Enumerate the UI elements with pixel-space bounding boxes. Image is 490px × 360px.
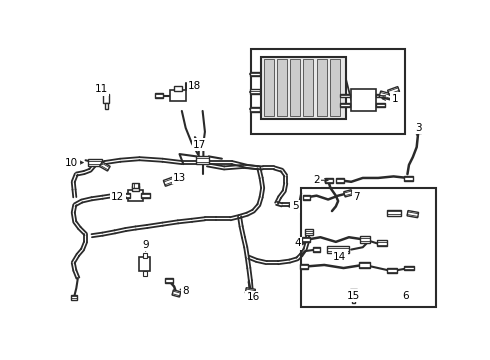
Bar <box>387 210 400 216</box>
Bar <box>99 162 110 171</box>
Text: 4: 4 <box>294 238 301 248</box>
Bar <box>301 188 436 307</box>
Text: 12: 12 <box>111 192 124 202</box>
Text: 17: 17 <box>193 140 206 150</box>
Bar <box>303 194 311 200</box>
Bar <box>249 107 260 112</box>
Bar <box>407 211 418 218</box>
Bar <box>165 278 172 283</box>
Bar <box>376 103 385 107</box>
Bar <box>264 59 274 116</box>
Bar <box>88 159 102 166</box>
Bar <box>245 288 255 294</box>
Bar <box>277 59 287 116</box>
Bar <box>249 89 260 94</box>
Bar <box>352 298 355 303</box>
Bar <box>251 49 405 134</box>
Bar <box>303 59 314 116</box>
Bar <box>360 237 370 243</box>
Text: 6: 6 <box>402 291 409 301</box>
Text: 13: 13 <box>173 173 186 183</box>
Bar <box>341 103 350 107</box>
Text: 16: 16 <box>247 292 260 302</box>
Bar <box>103 94 109 103</box>
Bar <box>249 72 260 76</box>
Text: 14: 14 <box>333 252 346 262</box>
Bar <box>377 240 388 247</box>
Bar <box>140 257 150 271</box>
Bar <box>174 86 182 91</box>
Bar <box>404 266 414 270</box>
Text: 15: 15 <box>347 291 360 301</box>
Text: 1: 1 <box>392 94 398 104</box>
Bar <box>132 186 140 191</box>
Bar <box>404 176 413 181</box>
Bar <box>105 103 108 109</box>
Text: 18: 18 <box>188 81 201 91</box>
Bar <box>302 237 310 242</box>
Bar <box>327 246 349 253</box>
Text: 10: 10 <box>65 158 78 167</box>
Bar <box>387 267 397 273</box>
Bar <box>71 295 77 300</box>
Bar <box>343 190 353 197</box>
Bar <box>155 93 163 98</box>
Bar <box>163 177 174 186</box>
Bar <box>359 262 369 268</box>
Bar <box>376 94 385 98</box>
Bar <box>121 193 130 198</box>
Bar <box>313 247 320 252</box>
Bar <box>291 59 300 116</box>
Text: 3: 3 <box>415 123 421 133</box>
Bar <box>336 177 343 183</box>
Bar <box>305 229 313 235</box>
Text: 5: 5 <box>292 202 298 211</box>
Text: 9: 9 <box>142 240 149 250</box>
Bar <box>330 59 340 116</box>
Bar <box>325 177 333 183</box>
Bar <box>132 183 140 188</box>
Bar <box>317 59 326 116</box>
Bar <box>351 89 376 111</box>
Text: 8: 8 <box>182 286 189 296</box>
Bar <box>261 57 346 119</box>
Bar <box>143 271 147 276</box>
Bar <box>143 253 147 258</box>
Bar <box>141 193 150 198</box>
Bar <box>388 86 399 95</box>
Bar <box>379 91 392 100</box>
Bar <box>128 190 143 201</box>
Bar <box>171 90 186 101</box>
Bar <box>196 156 209 164</box>
Text: 7: 7 <box>353 192 360 202</box>
Text: 2: 2 <box>313 175 320 185</box>
Bar <box>300 264 308 269</box>
Bar <box>172 290 181 297</box>
Text: 11: 11 <box>95 84 108 94</box>
Bar <box>341 94 350 98</box>
Bar <box>415 126 421 132</box>
Bar <box>350 289 357 298</box>
